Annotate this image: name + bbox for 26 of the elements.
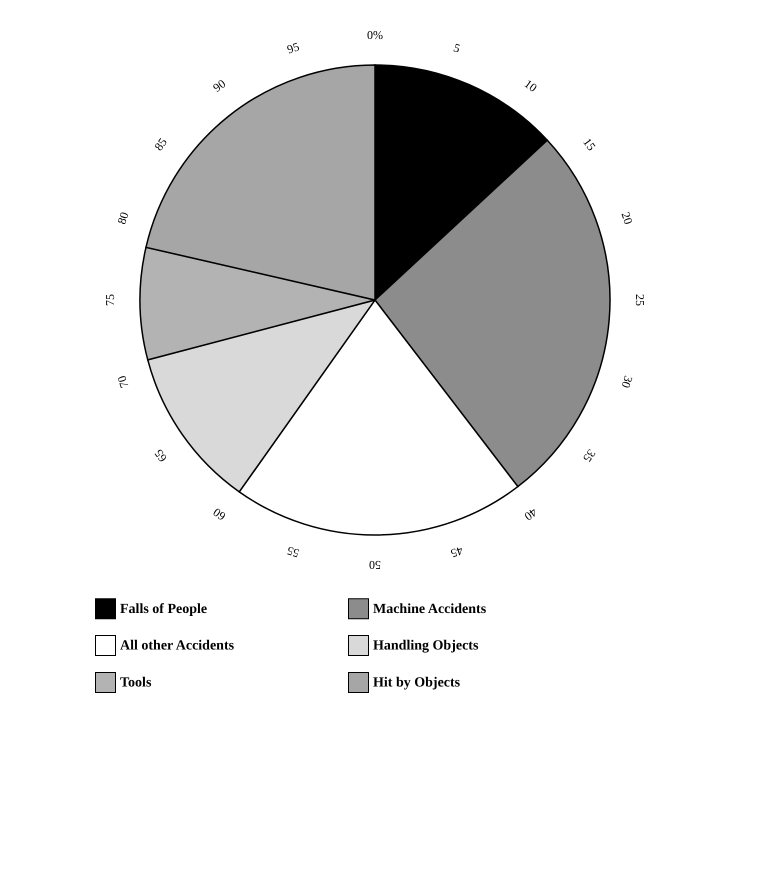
text: 80 <box>114 210 132 226</box>
legend-label: Hit by Objects <box>373 676 461 690</box>
text: 60 <box>210 505 228 524</box>
legend-label: Machine Accidents <box>373 602 487 617</box>
text: 25 <box>633 294 647 306</box>
text: 30 <box>618 374 636 390</box>
legend-label: Handling Objects <box>373 638 479 654</box>
text: 75 <box>103 294 117 306</box>
text: 45 <box>449 544 465 561</box>
text: 5 <box>452 40 462 56</box>
text: 15 <box>580 135 599 154</box>
text: 40 <box>522 505 540 524</box>
legend-label: Tools <box>120 676 152 690</box>
text: 55 <box>285 544 301 561</box>
legend-label: Falls of People <box>120 602 208 617</box>
text: 70 <box>114 374 132 390</box>
text: 10 <box>522 76 540 95</box>
text: 65 <box>151 446 170 465</box>
text: 90 <box>210 76 228 95</box>
text: 0% <box>367 28 383 42</box>
text: 95 <box>285 39 301 56</box>
legend-label: All other Accidents <box>120 638 235 654</box>
text: 35 <box>580 446 599 465</box>
text: 20 <box>618 210 636 226</box>
text: 85 <box>151 135 170 154</box>
text: 50 <box>369 558 381 572</box>
